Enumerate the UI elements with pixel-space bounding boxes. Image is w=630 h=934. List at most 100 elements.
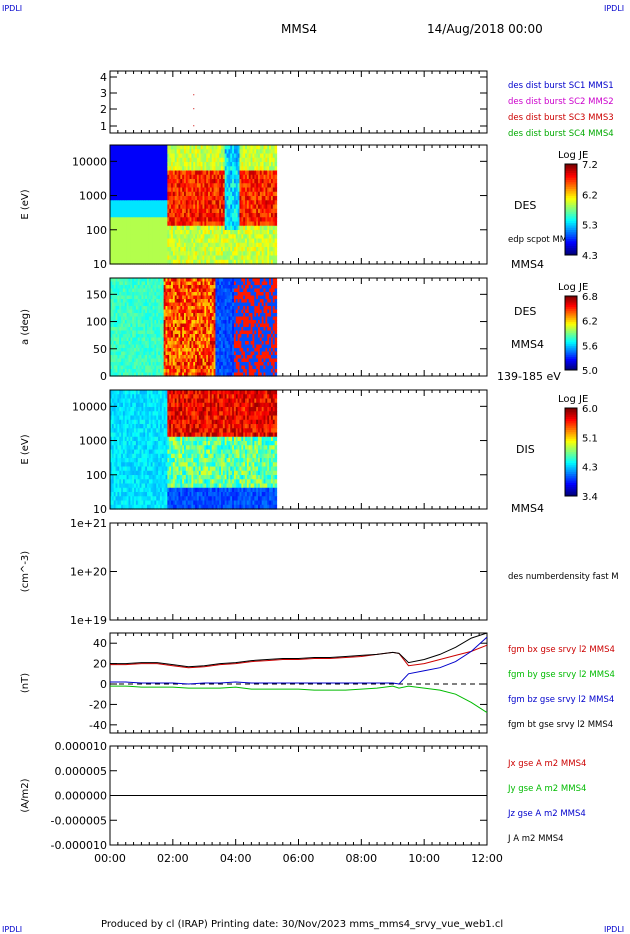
heatmap-cell bbox=[193, 174, 196, 180]
heatmap-cell bbox=[163, 288, 167, 293]
heatmap-cell bbox=[246, 166, 250, 172]
heatmap-cell bbox=[161, 247, 165, 252]
heatmap-cell bbox=[263, 179, 267, 184]
heatmap-cell bbox=[143, 292, 146, 297]
heatmap-cell bbox=[169, 170, 172, 176]
heatmap-cell bbox=[187, 281, 191, 286]
heatmap-cell bbox=[150, 278, 154, 283]
heatmap-cell bbox=[200, 292, 204, 297]
heatmap-cell bbox=[193, 187, 196, 193]
heatmap-cell bbox=[269, 179, 272, 184]
heatmap-cell bbox=[258, 162, 261, 167]
heatmap-cell bbox=[134, 174, 137, 180]
heatmap-cell bbox=[185, 313, 189, 318]
heatmap-cell bbox=[206, 213, 209, 218]
heatmap-cell bbox=[224, 255, 228, 261]
heatmap-cell bbox=[152, 365, 156, 370]
heatmap-cell bbox=[139, 208, 143, 214]
heatmap-cell bbox=[226, 225, 230, 231]
heatmap-cell bbox=[243, 306, 246, 311]
heatmap-cell bbox=[267, 153, 270, 159]
heatmap-cell bbox=[274, 183, 278, 189]
heatmap-cell bbox=[124, 208, 128, 214]
heatmap-cell bbox=[174, 295, 178, 300]
heatmap-cell bbox=[226, 365, 230, 370]
heatmap-cell bbox=[209, 278, 213, 283]
heatmap-cell bbox=[143, 234, 146, 240]
heatmap-cell bbox=[239, 341, 242, 346]
heatmap-cell bbox=[196, 316, 200, 321]
heatmap-cell bbox=[165, 369, 168, 374]
heatmap-cell bbox=[132, 337, 135, 342]
burst-y-tick-label: 4 bbox=[100, 71, 107, 84]
heatmap-cell bbox=[111, 365, 115, 370]
heatmap-cell bbox=[111, 358, 115, 363]
heatmap-cell bbox=[235, 170, 239, 176]
heatmap-cell bbox=[115, 170, 119, 176]
heatmap-cell bbox=[224, 157, 228, 163]
heatmap-cell bbox=[191, 187, 194, 193]
heatmap-cell bbox=[228, 344, 231, 349]
heatmap-cell bbox=[158, 191, 161, 197]
heatmap-cell bbox=[184, 153, 187, 159]
heatmap-cell bbox=[221, 295, 224, 300]
heatmap-cell bbox=[226, 255, 230, 261]
burst-legend-1: des dist burst SC1 MMS1 bbox=[508, 81, 614, 91]
heatmap-cell bbox=[193, 213, 196, 218]
heatmap-cell bbox=[111, 200, 115, 206]
heatmap-cell bbox=[158, 330, 161, 335]
heatmap-cell bbox=[119, 174, 122, 180]
heatmap-cell bbox=[159, 337, 163, 342]
heatmap-cell bbox=[189, 281, 193, 286]
heatmap-cell bbox=[202, 355, 205, 360]
heatmap-cell bbox=[202, 166, 205, 172]
heatmap-cell bbox=[215, 288, 218, 293]
heatmap-cell bbox=[139, 281, 143, 286]
heatmap-cell bbox=[167, 183, 170, 189]
heatmap-cell bbox=[115, 362, 119, 367]
heatmap-cell bbox=[193, 149, 196, 155]
heatmap-cell bbox=[134, 179, 137, 184]
heatmap-cell bbox=[226, 187, 230, 193]
heatmap-cell bbox=[189, 295, 193, 300]
heatmap-cell bbox=[178, 200, 181, 206]
heatmap-cell bbox=[150, 153, 154, 159]
heatmap-cell bbox=[206, 234, 209, 240]
heatmap-cell bbox=[232, 358, 235, 363]
burst-mark bbox=[193, 125, 195, 127]
heatmap-cell bbox=[230, 196, 233, 201]
heatmap-cell bbox=[230, 170, 233, 176]
heatmap-cell bbox=[165, 337, 168, 342]
heatmap-cell bbox=[208, 362, 211, 367]
heatmap-cell bbox=[172, 191, 176, 197]
heatmap-cell bbox=[152, 238, 156, 244]
heatmap-cell bbox=[230, 251, 233, 257]
heatmap-cell bbox=[228, 348, 231, 353]
heatmap-cell bbox=[270, 196, 274, 201]
heatmap-cell bbox=[209, 251, 213, 257]
heatmap-cell bbox=[228, 295, 231, 300]
heatmap-cell bbox=[206, 230, 209, 235]
heatmap-cell bbox=[202, 365, 205, 370]
heatmap-cell bbox=[241, 306, 244, 311]
heatmap-cell bbox=[261, 170, 265, 176]
heatmap-cell bbox=[134, 334, 137, 339]
heatmap-cell bbox=[263, 145, 267, 150]
heatmap-cell bbox=[167, 174, 170, 180]
colorbar-cell bbox=[565, 232, 577, 236]
heatmap-cell bbox=[171, 299, 174, 304]
heatmap-cell bbox=[198, 372, 202, 377]
heatmap-cell bbox=[130, 358, 133, 363]
heatmap-cell bbox=[213, 179, 217, 184]
heatmap-cell bbox=[230, 259, 233, 265]
heatmap-cell bbox=[147, 295, 150, 300]
heatmap-cell bbox=[191, 170, 194, 176]
heatmap-cell bbox=[208, 247, 211, 252]
heatmap-cell bbox=[169, 365, 172, 370]
heatmap-cell bbox=[193, 344, 196, 349]
heatmap-cell bbox=[141, 313, 144, 318]
heatmap-cell bbox=[172, 323, 176, 328]
heatmap-cell bbox=[122, 362, 126, 367]
heatmap-cell bbox=[143, 166, 146, 172]
heatmap-cell bbox=[172, 369, 176, 374]
